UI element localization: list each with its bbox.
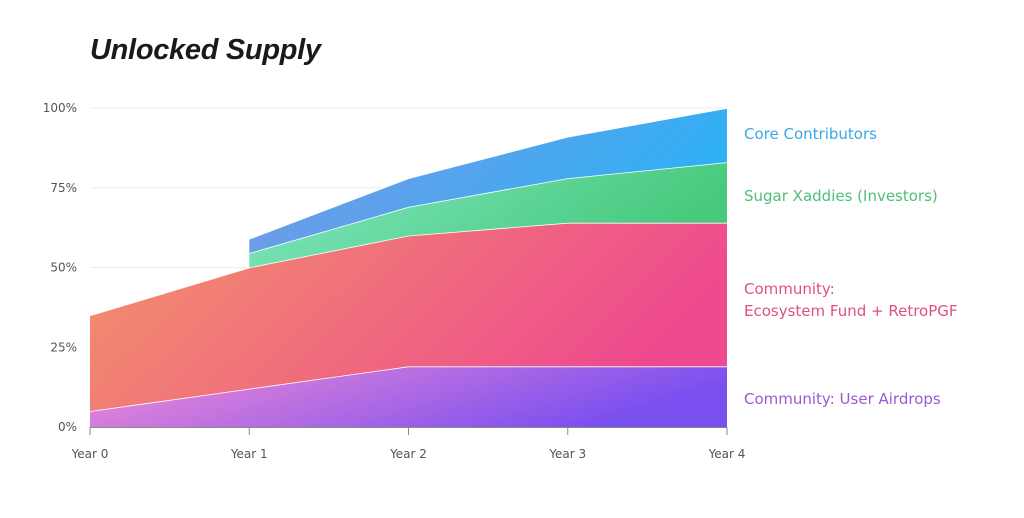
x-tick-label: Year 2 — [389, 447, 427, 461]
legend: Community: User Airdrops Community: Ecosys… — [744, 125, 958, 408]
y-tick-label: 100% — [43, 101, 77, 115]
x-tick-label: Year 4 — [708, 447, 746, 461]
x-tick-label: Year 3 — [548, 447, 586, 461]
y-tick-label: 50% — [50, 261, 77, 275]
y-tick-label: 75% — [50, 181, 77, 195]
legend-label: Core Contributors — [744, 125, 877, 143]
chart-title: Unlocked Supply — [90, 34, 321, 66]
x-tick-label: Year 1 — [230, 447, 268, 461]
legend-label: Community: — [744, 280, 835, 298]
area-community-ecosystem-fund-retropgf — [90, 222, 727, 412]
x-tick-label: Year 0 — [71, 447, 109, 461]
area-series — [89, 107, 728, 427]
legend-item: Community: User Airdrops — [744, 390, 941, 408]
y-axis: 0% 25% 50% 75% 100% — [43, 101, 77, 434]
legend-item: Core Contributors — [744, 125, 877, 143]
legend-label: Community: User Airdrops — [744, 390, 941, 408]
y-tick-label: 0% — [58, 420, 77, 434]
legend-item: Sugar Xaddies (Investors) — [744, 187, 938, 205]
legend-label: Sugar Xaddies (Investors) — [744, 187, 938, 205]
area-sugar-xaddies-investors — [249, 162, 728, 268]
y-tick-label: 25% — [50, 340, 77, 354]
x-axis: Year 0 Year 1 Year 2 Year 3 Year 4 — [71, 427, 746, 461]
legend-label: Ecosystem Fund + RetroPGF — [744, 302, 958, 320]
area-community-user-airdrops — [90, 366, 727, 427]
area-core-contributors — [249, 108, 728, 254]
legend-item: Community: Ecosystem Fund + RetroPGF — [744, 280, 958, 320]
series-boundary-line — [249, 107, 728, 240]
